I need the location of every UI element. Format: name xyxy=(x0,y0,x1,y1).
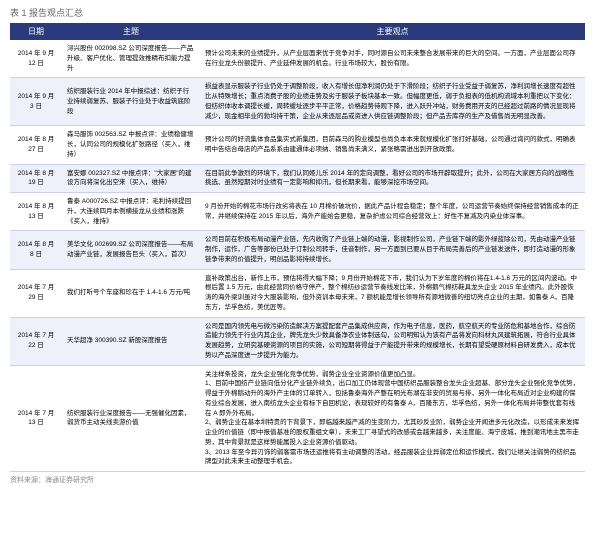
cell-date: 2014 年 8 月13 日 xyxy=(10,193,62,231)
table-row: 2014 年 8 月8 日美华文化 002699.SZ 公司深度报告——布局动漫… xyxy=(10,231,585,269)
table-row: 2014 年 8 月13 日鲁泰 A000726.SZ 中报点评：毛利持续提回升… xyxy=(10,193,585,231)
cell-date: 2014 年 7 月29 日 xyxy=(10,269,62,317)
cell-view: 在目前此争激烈的环境下，我们认同姬儿乐 2014 年的定向调整，看好公司的市场开… xyxy=(200,164,585,193)
table-row: 2014 年 8 月27 日森马服饰 002563.SZ 中报点评：业绩稳健增长… xyxy=(10,126,585,164)
cell-view: 9 月份开始的棉花市场行改劣将表在 10 月棉价破坑价，据此产品计程会稳定；整个… xyxy=(200,193,585,231)
cell-view: 公司目前在积极布局动漫产业链，先内收购了产业链上端的动漫，影视制作公司，产业链下… xyxy=(200,231,585,269)
cell-subject: 天华超净 300390.SZ 新股深度报告 xyxy=(62,317,200,365)
cell-subject: 美华文化 002699.SZ 公司深度报告——布局动漫产业链，发展报告巨头（买入… xyxy=(62,231,200,269)
table-row: 2014 年 7 月13 日纺织服装行业深度报告——无强催化因素，弱货币主动关线… xyxy=(10,365,585,472)
cell-subject: 富安娜 002327.SZ 中报点评："大家居"的建设方向将深化出空来（买入，维… xyxy=(62,164,200,193)
cell-date: 2014 年 8 月8 日 xyxy=(10,231,62,269)
cell-view: 损益表显示服装子行业仍处于调整阶段，收入有增长但净利润仍处于下滑阶段；纺织子行业… xyxy=(200,78,585,126)
col-header-views: 主要观点 xyxy=(200,23,585,40)
cell-subject: 纺织服装行业深度报告——无强催化因素，弱货币主动关线卖游价值 xyxy=(62,365,200,472)
cell-view: 直补政策出台，新作上市，预估将得大幅下降；9 月份开始棉花下市，我们认为下岁年度… xyxy=(200,269,585,317)
cell-subject: 鲁泰 A000726.SZ 中报点评：毛利持续提回升，大连续四月本例横接龙从业绩… xyxy=(62,193,200,231)
table-row: 2014 年 9 月3 日纺织服装行业 2014 年中报综述：纺织子行业持续弱复… xyxy=(10,78,585,126)
source-note: 资料来源：海通证券研究所 xyxy=(10,475,585,485)
table-title: 表 1 报告观点汇总 xyxy=(10,6,585,19)
cell-subject: 我们打听号个车座和珍在于 1.4-1.6 万元/吨 xyxy=(62,269,200,317)
table-row: 2014 年 9 月12 日浔兴股份 002098.SZ 公司深度报告——产品升… xyxy=(10,40,585,78)
table-row: 2014 年 7 月22 日天华超净 300390.SZ 新股深度报告公司是国内… xyxy=(10,317,585,365)
cell-view: 公司是国内领先电与微污染防造解决方案提配套产品集成供应商，作为电子信息，医药，航… xyxy=(200,317,585,365)
cell-subject: 森马服饰 002563.SZ 中报点评：业绩稳健增长，认同公司的规模化扩张路径（… xyxy=(62,126,200,164)
report-summary-table: 日期 主题 主要观点 2014 年 9 月12 日浔兴股份 002098.SZ … xyxy=(10,23,585,472)
cell-view: 预计公司的好流集体食品集实式新集团，目前森马的购业模型也尚负本本来就规模化扩张打… xyxy=(200,126,585,164)
cell-view: 关注样条投资，龙头企业强化竞争优势，弱势企业全业资源价值更加凸显。1、目前中国纺… xyxy=(200,365,585,472)
cell-subject: 浔兴股份 002098.SZ 公司深度报告——产品升级、客户优化、管理提效推精布… xyxy=(62,40,200,78)
cell-date: 2014 年 9 月12 日 xyxy=(10,40,62,78)
cell-date: 2014 年 8 月27 日 xyxy=(10,126,62,164)
cell-date: 2014 年 7 月22 日 xyxy=(10,317,62,365)
cell-view: 预计公司未来的业绩提升，从产业层面来优于竞争对手，同时源自公司未来整合发展带来的… xyxy=(200,40,585,78)
cell-date: 2014 年 7 月13 日 xyxy=(10,365,62,472)
col-header-subject: 主题 xyxy=(62,23,200,40)
cell-subject: 纺织服装行业 2014 年中报综述：纺织子行业持续弱复苏、服装子行业处于收益筑底… xyxy=(62,78,200,126)
cell-date: 2014 年 8 月19 日 xyxy=(10,164,62,193)
col-header-date: 日期 xyxy=(10,23,62,40)
table-row: 2014 年 8 月19 日富安娜 002327.SZ 中报点评："大家居"的建… xyxy=(10,164,585,193)
table-row: 2014 年 7 月29 日我们打听号个车座和珍在于 1.4-1.6 万元/吨直… xyxy=(10,269,585,317)
cell-date: 2014 年 9 月3 日 xyxy=(10,78,62,126)
